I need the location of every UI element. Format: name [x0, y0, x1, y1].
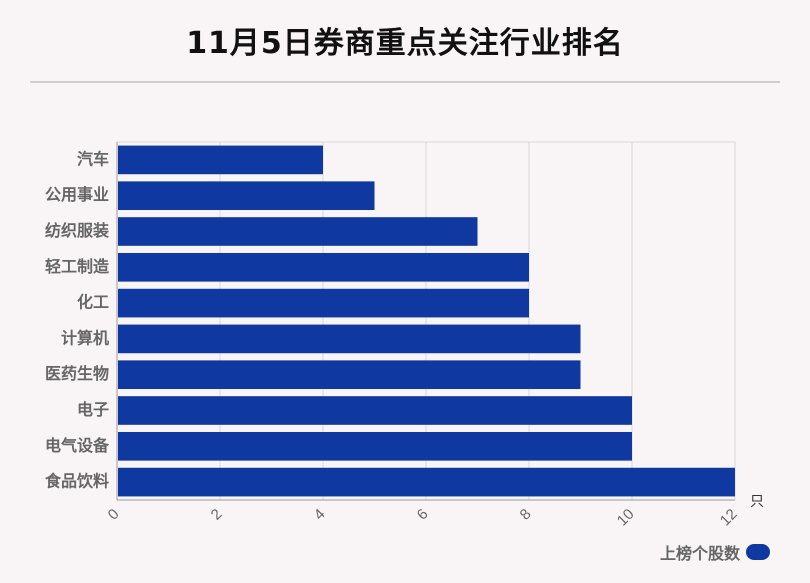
x-tick-label: 4: [311, 506, 329, 524]
category-label: 轻工制造: [45, 257, 110, 276]
category-label: 食品饮料: [44, 472, 109, 491]
legend: 上榜个股数: [660, 540, 770, 564]
bar: [118, 145, 323, 175]
x-tick-label: 6: [414, 506, 432, 524]
category-label: 医药生物: [45, 364, 109, 383]
chart-title: 11月5日券商重点关注行业排名: [186, 26, 624, 61]
bar: [118, 252, 529, 282]
category-label: 公用事业: [45, 185, 109, 204]
x-tick-label: 2: [208, 506, 226, 524]
category-label: 电子: [77, 400, 109, 419]
category-label: 汽车: [77, 149, 109, 168]
x-unit-label: 只: [750, 494, 764, 510]
bar: [118, 217, 478, 246]
legend-label: 上榜个股数: [659, 544, 740, 563]
bar: [118, 181, 375, 211]
legend-swatch: [746, 544, 770, 560]
bar: [118, 288, 529, 318]
category-label: 计算机: [61, 328, 109, 347]
category-label: 电气设备: [45, 436, 110, 455]
x-tick-label: 0: [105, 506, 123, 524]
bar: [118, 431, 632, 461]
bar: [118, 324, 581, 354]
x-tick-label: 12: [717, 506, 741, 530]
category-label: 纺织服装: [45, 221, 109, 240]
category-label: 化工: [77, 293, 109, 312]
title-divider: [30, 81, 780, 83]
bar: [118, 396, 632, 425]
bar: [118, 467, 735, 497]
x-tick-label: 10: [614, 506, 638, 530]
x-tick-label: 8: [517, 506, 535, 524]
bar: [118, 360, 581, 390]
